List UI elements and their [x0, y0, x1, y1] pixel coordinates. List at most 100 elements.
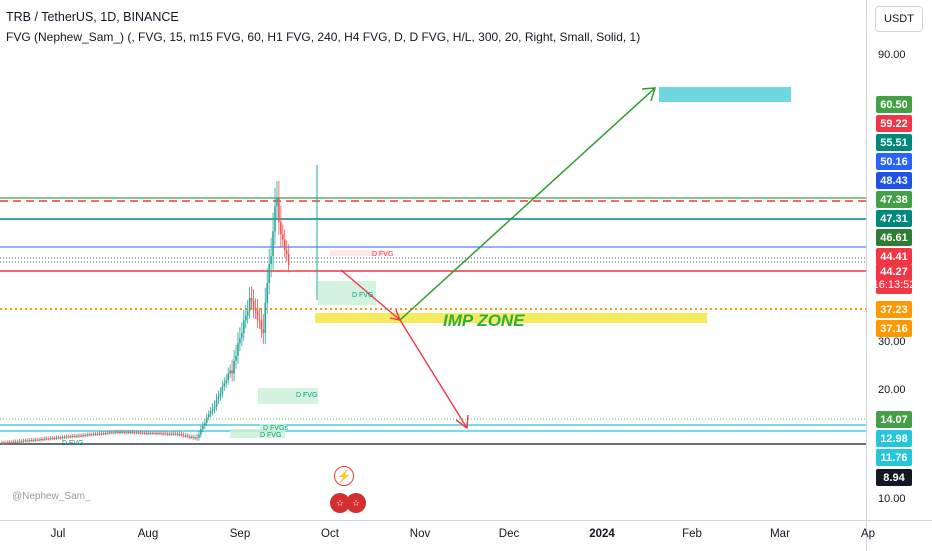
- candle-body: [282, 234, 284, 240]
- fvg-label: D FVGs: [263, 425, 288, 432]
- price-tag: 50.16: [876, 153, 912, 170]
- candle-body: [122, 431, 124, 433]
- candle-body: [22, 440, 25, 442]
- price-tag-value: 37.16: [880, 322, 908, 335]
- candle-body: [237, 343, 239, 356]
- candle-body: [129, 432, 132, 434]
- candle-body: [229, 370, 231, 374]
- candle-body: [48, 438, 50, 440]
- up-arrow-head: [641, 87, 657, 102]
- fvg-label: D FVG: [372, 251, 394, 258]
- candle-body: [278, 197, 280, 223]
- author-watermark: @Nephew_Sam_: [12, 491, 91, 502]
- candle-body: [114, 431, 116, 433]
- candle-body: [161, 433, 163, 435]
- lightning-icon[interactable]: ⚡: [334, 466, 354, 486]
- candle-body: [256, 310, 259, 320]
- candle-body: [184, 435, 187, 437]
- candle-body: [186, 435, 189, 437]
- candle-body: [217, 396, 220, 400]
- time-label: Dec: [498, 528, 520, 540]
- candle-body: [7, 442, 9, 444]
- price-tag-value: 44.41: [880, 250, 908, 263]
- candle-body: [204, 422, 206, 426]
- candle-body: [233, 360, 235, 374]
- candle-body: [120, 431, 122, 433]
- candle-body: [10, 442, 13, 444]
- price-tag-value: 60.50: [880, 98, 908, 111]
- candle-body: [110, 432, 112, 434]
- price-tag: 44.27 16:13:52: [873, 264, 915, 294]
- candle-body: [168, 433, 171, 435]
- candle-body: [215, 399, 218, 407]
- candle-body: [85, 435, 87, 437]
- candle-body: [174, 433, 177, 435]
- fvg-zones: [230, 250, 390, 438]
- candle-body: [12, 441, 15, 443]
- candle-body: [254, 309, 257, 311]
- price-tag: 37.23: [876, 301, 912, 318]
- fvg-label: D FVG: [62, 440, 84, 447]
- candle-body: [147, 432, 150, 434]
- candle-body: [30, 440, 33, 442]
- candle-body: [178, 434, 181, 436]
- fvg-zone-4: [318, 281, 376, 305]
- candle-body: [165, 433, 167, 435]
- candle-body: [67, 436, 70, 438]
- candle-body: [241, 333, 243, 339]
- candle-body: [71, 435, 73, 437]
- candle-body: [46, 438, 48, 440]
- candle-body: [83, 435, 85, 437]
- candle-body: [42, 439, 44, 441]
- candle-body: [9, 442, 11, 444]
- candle-body: [149, 432, 151, 434]
- candle-body: [44, 438, 46, 440]
- bar-countdown: 16:13:52: [872, 279, 916, 291]
- chart-pane[interactable]: TRB / TetherUS, 1D, BINANCE FVG (Nephew_…: [0, 0, 866, 520]
- candle-body: [3, 442, 5, 444]
- candle-body: [24, 440, 27, 442]
- price-tag-value: 47.31: [880, 212, 908, 225]
- candle-body: [96, 434, 99, 436]
- fvg-zone-2: [260, 424, 286, 431]
- candle-body: [153, 432, 155, 434]
- currency-button[interactable]: USDT: [875, 6, 923, 32]
- candle-body: [260, 320, 263, 330]
- candle-body: [213, 406, 216, 410]
- price-tag: 48.43: [876, 172, 912, 189]
- time-scale[interactable]: [0, 520, 866, 551]
- candle-body: [106, 432, 109, 434]
- us-flag-icon[interactable]: ☆: [346, 493, 366, 513]
- candle-body: [243, 320, 245, 334]
- fvg-zone-3: [230, 429, 285, 438]
- candle-body: [176, 433, 179, 435]
- candle-body: [258, 319, 261, 321]
- candle-body: [124, 432, 126, 434]
- candle-body: [248, 297, 251, 311]
- candle-body: [139, 432, 142, 434]
- candle-body: [194, 437, 196, 439]
- candle-body: [170, 433, 173, 435]
- fvg-label: D FVG: [260, 432, 282, 439]
- price-tag: 47.31: [876, 210, 912, 227]
- candle-body: [219, 393, 222, 397]
- candle-body: [231, 370, 233, 374]
- price-chart[interactable]: [0, 0, 866, 520]
- candle-body: [250, 297, 253, 301]
- candle-body: [104, 432, 107, 434]
- price-tag-value: 37.23: [880, 303, 908, 316]
- candle-body: [166, 433, 169, 435]
- symbol-title[interactable]: TRB / TetherUS, 1D, BINANCE: [6, 10, 179, 24]
- candle-body: [61, 437, 64, 439]
- us-flag-icon[interactable]: ☆: [330, 493, 350, 513]
- time-label: Mar: [770, 528, 790, 540]
- price-tag-value: 11.76: [880, 451, 908, 464]
- candle-body: [53, 438, 56, 440]
- indicator-legend[interactable]: FVG (Nephew_Sam_) (, FVG, 15, m15 FVG, 6…: [6, 30, 641, 44]
- candle-body: [157, 433, 159, 435]
- projection-arrows: [340, 87, 657, 430]
- candle-body: [63, 437, 66, 439]
- candle-body: [18, 441, 21, 443]
- price-tag-value: 59.22: [880, 117, 908, 130]
- candle-body: [155, 433, 157, 435]
